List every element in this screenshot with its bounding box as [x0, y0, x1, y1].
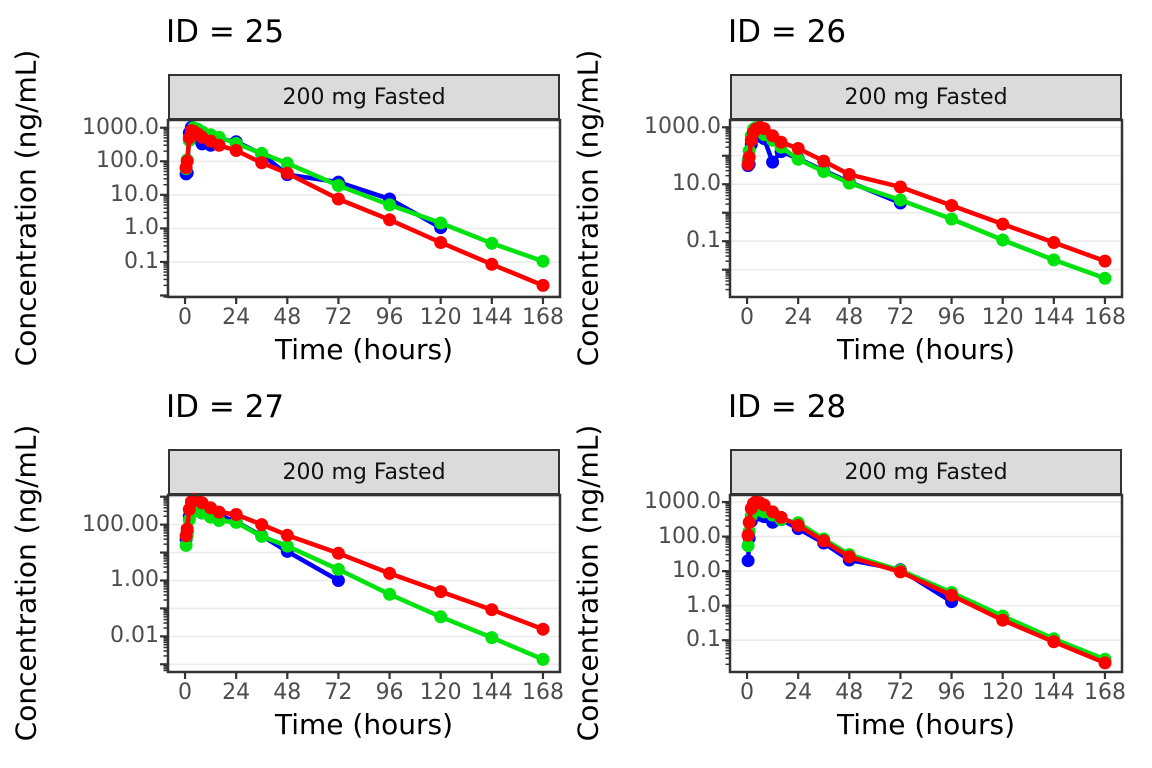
y-tick-label: 0.1 — [686, 627, 721, 653]
x-tick-label: 96 — [937, 680, 966, 705]
panel-title: ID = 25 — [166, 14, 285, 50]
plot-area — [722, 118, 1124, 304]
facet-strip: 200 mg Fasted — [730, 74, 1122, 120]
plot-canvas — [160, 118, 562, 304]
x-axis-title: Time (hours) — [837, 708, 1015, 741]
y-tick-label: 100.0 — [96, 148, 159, 174]
x-tick-label: 24 — [222, 305, 251, 330]
x-tick-label: 72 — [324, 680, 353, 705]
x-tick-label: 144 — [1032, 305, 1075, 330]
x-tick-label: 0 — [178, 305, 193, 330]
y-tick-label: 100.0 — [658, 523, 721, 549]
y-axis-title: Concentration (ng/mL) — [9, 424, 43, 742]
x-tick-label: 0 — [740, 305, 755, 330]
plot-canvas — [722, 118, 1124, 304]
x-tick-label: 24 — [784, 305, 813, 330]
x-axis-title: Time (hours) — [275, 333, 453, 366]
plot-canvas — [722, 493, 1124, 679]
facet-strip-label: 200 mg Fasted — [844, 459, 1008, 485]
panel-id-28: Concentration (ng/mL) ID = 28 200 mg Fas… — [562, 375, 1138, 768]
x-tick-label: 144 — [1032, 680, 1075, 705]
y-tick-label: 10.0 — [110, 181, 159, 207]
x-tick-label: 120 — [981, 305, 1024, 330]
x-tick-label: 144 — [470, 680, 513, 705]
x-tick-label: 168 — [1083, 680, 1126, 705]
x-tick-label: 24 — [222, 680, 251, 705]
x-tick-label: 96 — [937, 305, 966, 330]
y-axis-title: Concentration (ng/mL) — [571, 49, 605, 367]
x-tick-label: 168 — [521, 680, 564, 705]
plot-area — [160, 118, 562, 304]
x-tick-label: 24 — [784, 680, 813, 705]
y-tick-label: 1.0 — [686, 592, 721, 618]
x-tick-label: 96 — [375, 305, 404, 330]
facet-strip-label: 200 mg Fasted — [282, 84, 446, 110]
y-tick-label: 1.00 — [110, 567, 159, 593]
panel-id-26: Concentration (ng/mL) ID = 26 200 mg Fas… — [562, 0, 1138, 393]
x-tick-label: 48 — [835, 680, 864, 705]
facet-strip: 200 mg Fasted — [168, 449, 560, 495]
facet-strip-label: 200 mg Fasted — [282, 459, 446, 485]
y-axis-title: Concentration (ng/mL) — [9, 49, 43, 367]
y-tick-label: 10.0 — [672, 558, 721, 584]
x-tick-label: 168 — [521, 305, 564, 330]
x-axis-title: Time (hours) — [275, 708, 453, 741]
facet-strip: 200 mg Fasted — [168, 74, 560, 120]
y-tick-label: 100.00 — [82, 511, 159, 537]
y-tick-label: 1.0 — [124, 215, 159, 241]
y-tick-label: 0.1 — [124, 248, 159, 274]
y-tick-label: 1000.0 — [644, 114, 721, 140]
y-axis-title: Concentration (ng/mL) — [571, 424, 605, 742]
x-tick-label: 48 — [273, 305, 302, 330]
x-tick-label: 72 — [324, 305, 353, 330]
panel-id-27: Concentration (ng/mL) ID = 27 200 mg Fas… — [0, 375, 576, 768]
plot-area — [722, 493, 1124, 679]
x-axis-title: Time (hours) — [837, 333, 1015, 366]
x-tick-label: 120 — [419, 680, 462, 705]
y-tick-label: 0.1 — [686, 228, 721, 254]
plot-canvas — [160, 492, 562, 679]
y-tick-label: 1000.0 — [644, 489, 721, 515]
x-tick-label: 72 — [886, 305, 915, 330]
x-tick-label: 72 — [886, 680, 915, 705]
panel-title: ID = 27 — [166, 389, 285, 425]
panel-id-25: Concentration (ng/mL) ID = 25 200 mg Fas… — [0, 0, 576, 393]
x-tick-label: 48 — [835, 305, 864, 330]
panel-title: ID = 26 — [728, 14, 847, 50]
y-tick-label: 1000.0 — [82, 114, 159, 140]
x-tick-label: 0 — [740, 680, 755, 705]
plot-area — [160, 492, 562, 679]
x-tick-label: 144 — [470, 305, 513, 330]
x-tick-label: 0 — [178, 680, 193, 705]
facet-strip-label: 200 mg Fasted — [844, 84, 1008, 110]
y-tick-label: 10.0 — [672, 171, 721, 197]
facet-strip: 200 mg Fasted — [730, 449, 1122, 495]
y-tick-label: 0.01 — [110, 623, 159, 649]
x-tick-label: 48 — [273, 680, 302, 705]
x-tick-label: 120 — [981, 680, 1024, 705]
panel-title: ID = 28 — [728, 389, 847, 425]
x-tick-label: 96 — [375, 680, 404, 705]
x-tick-label: 168 — [1083, 305, 1126, 330]
x-tick-label: 120 — [419, 305, 462, 330]
